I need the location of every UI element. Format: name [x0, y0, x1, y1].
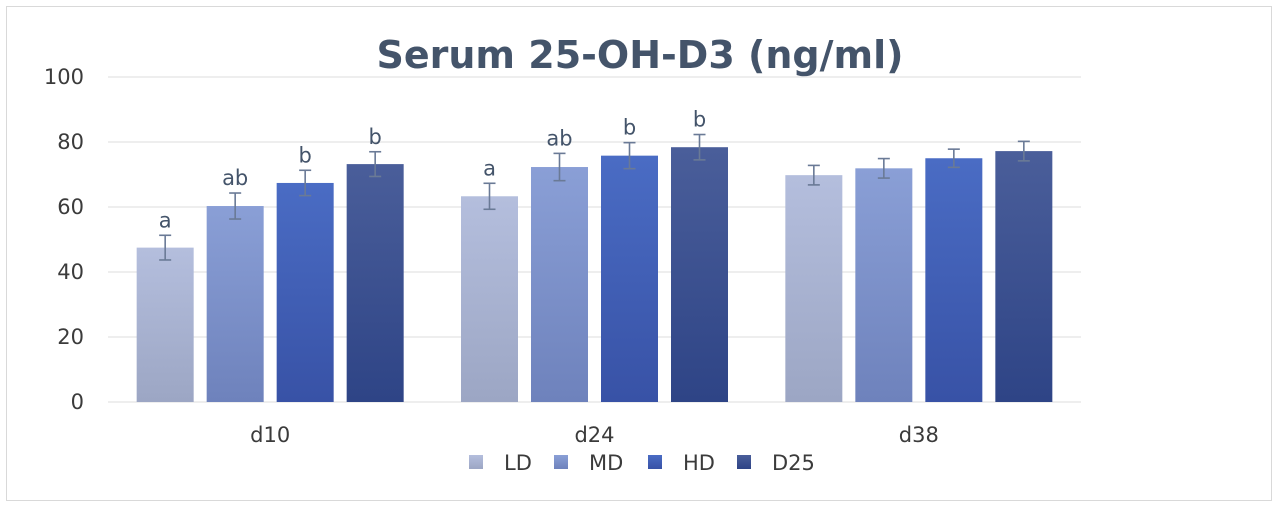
- error-bar-d25-d38: [1017, 140, 1030, 162]
- y-tick-label: 20: [57, 325, 84, 349]
- significance-label: b: [298, 143, 311, 167]
- y-tick-label: 0: [71, 390, 84, 414]
- error-bar-ld-d24: [483, 182, 496, 211]
- x-tick-label: d24: [574, 423, 614, 447]
- legend-swatch-ld: [469, 455, 483, 469]
- bar-md-d10: [206, 206, 264, 402]
- error-bar-hd-d24: [623, 141, 636, 170]
- significance-label: a: [483, 156, 496, 180]
- legend-swatch-md: [554, 455, 568, 469]
- legend-swatch-d25: [737, 455, 751, 469]
- y-tick-label: 100: [44, 65, 84, 89]
- bar-ld-d38: [785, 175, 843, 402]
- bars: [136, 147, 1053, 402]
- significance-labels: a ab b b a ab b b: [159, 108, 706, 233]
- significance-label: b: [693, 108, 706, 132]
- bar-md-d24: [531, 167, 588, 402]
- significance-label: a: [159, 208, 172, 232]
- significance-label: b: [368, 125, 381, 149]
- significance-label: ab: [222, 166, 248, 190]
- bar-d25-d38: [995, 151, 1053, 402]
- x-tick-label: d10: [250, 423, 290, 447]
- x-tick-label: d38: [899, 423, 939, 447]
- legend-label-md: MD: [589, 451, 623, 475]
- bar-hd-d24: [601, 155, 658, 402]
- bar-ld-d10: [136, 247, 194, 402]
- legend-swatch-hd: [648, 455, 662, 469]
- error-bar-md-d38: [877, 157, 890, 179]
- error-bar-ld-d10: [159, 234, 172, 261]
- error-bar-hd-d38: [947, 148, 960, 169]
- chart-frame: Serum 25-OH-D3 (ng/ml) 0 20 40 60 80 100 a ab b…: [6, 6, 1272, 501]
- error-bar-md-d24: [553, 152, 566, 182]
- bar-d25-d24: [671, 147, 728, 402]
- error-bar-md-d10: [229, 192, 242, 220]
- y-tick-label: 40: [57, 260, 84, 284]
- error-bar-d25-d24: [693, 133, 706, 161]
- significance-label: b: [623, 116, 636, 140]
- significance-label: ab: [546, 126, 572, 150]
- error-bar-d25-d10: [369, 150, 382, 178]
- legend-label-d25: D25: [772, 451, 815, 475]
- bar-hd-d38: [925, 158, 983, 402]
- gridlines: [108, 76, 1081, 403]
- legend-label-ld: LD: [504, 451, 532, 475]
- bar-md-d38: [855, 168, 913, 402]
- error-bar-ld-d38: [807, 164, 820, 186]
- y-axis-ticks: 0 20 40 60 80 100: [44, 65, 84, 414]
- legend-label-hd: HD: [683, 451, 715, 475]
- legend: LD MD HD D25: [469, 451, 815, 475]
- error-bars: [159, 133, 1030, 261]
- y-tick-label: 60: [57, 195, 84, 219]
- bar-d25-d10: [346, 164, 404, 402]
- bar-ld-d24: [461, 196, 518, 402]
- chart-title: Serum 25-OH-D3 (ng/ml): [377, 33, 904, 77]
- y-tick-label: 80: [57, 130, 84, 154]
- bar-hd-d10: [276, 182, 334, 402]
- x-axis-labels: d10 d24 d38: [250, 423, 939, 447]
- error-bar-hd-d10: [299, 169, 312, 197]
